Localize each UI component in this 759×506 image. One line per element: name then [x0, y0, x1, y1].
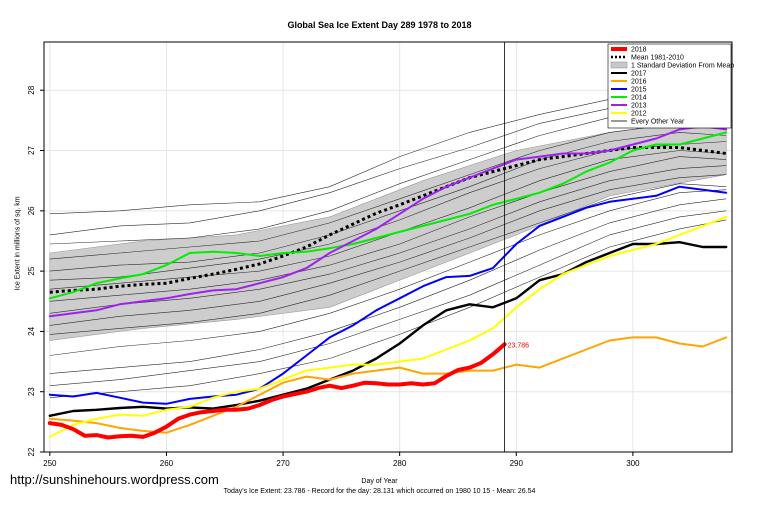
other-year-line: [49, 219, 727, 398]
chart-title: Global Sea Ice Extent Day 289 1978 to 20…: [287, 20, 472, 30]
y-tick-label: 25: [27, 266, 36, 275]
legend-label: Every Other Year: [631, 119, 685, 126]
x-tick-label: 300: [626, 459, 640, 468]
y-tick-label: 24: [27, 326, 36, 335]
series-line-2012: [48, 215, 728, 438]
other-year-line: [49, 120, 727, 260]
other-year-line: [49, 174, 727, 326]
legend-swatch: [610, 61, 628, 69]
legend-label: 2016: [631, 79, 647, 86]
legend-label: 2018: [631, 47, 647, 54]
other-year-line: [49, 210, 727, 386]
x-tick-label: 290: [510, 459, 524, 468]
other-year-line: [49, 141, 727, 281]
other-year-line: [49, 156, 727, 302]
x-tick-label: 270: [276, 459, 290, 468]
other-year-line: [49, 165, 727, 314]
series-line-2017: [48, 240, 728, 417]
y-tick-label: 22: [27, 447, 36, 456]
caption: Today's Ice Extent: 23.786 - Record for …: [223, 488, 536, 495]
y-tick-label: 27: [27, 146, 36, 155]
series-line-2018: [47, 342, 507, 440]
series-line-2015: [48, 185, 728, 405]
legend-box: [607, 43, 732, 129]
legend-label: Mean 1981-2010: [631, 55, 684, 62]
series-line-2014: [48, 131, 728, 300]
other-year-line: [49, 183, 727, 335]
legend-label: 2015: [631, 87, 647, 94]
axes: 250 260 270 280 290 300 22 23 24 25 26 27 28 23.786: [27, 41, 733, 468]
x-tick-label: 280: [393, 459, 407, 468]
plot-frame: [43, 41, 733, 453]
y-axis-label: Ice Extent in millions of sq. km: [14, 196, 22, 291]
other-years-lines: [49, 83, 727, 398]
x-axis-label: Day of Year: [361, 478, 398, 485]
current-value-label: 23.786: [508, 342, 530, 349]
y-tick-label: 28: [27, 85, 36, 94]
x-tick-label: 250: [43, 459, 57, 468]
series-line-2016: [48, 336, 728, 434]
x-tick-label: 260: [160, 459, 174, 468]
watermark-url[interactable]: http://sunshinehours.wordpress.com: [10, 472, 219, 487]
highlighted-series: [47, 125, 728, 440]
series-line-2013: [48, 125, 728, 318]
other-year-line: [49, 132, 727, 272]
y-tick-label: 23: [27, 387, 36, 396]
legend-label: 1 Standard Deviation From Mean: [631, 63, 734, 70]
legend-label: 2013: [631, 103, 647, 110]
other-year-line: [49, 198, 727, 374]
y-tick-label: 26: [27, 206, 36, 215]
legend-label: 2014: [631, 95, 647, 102]
legend-label: 2012: [631, 111, 647, 118]
legend-label: 2017: [631, 71, 647, 78]
other-year-line: [49, 189, 727, 356]
